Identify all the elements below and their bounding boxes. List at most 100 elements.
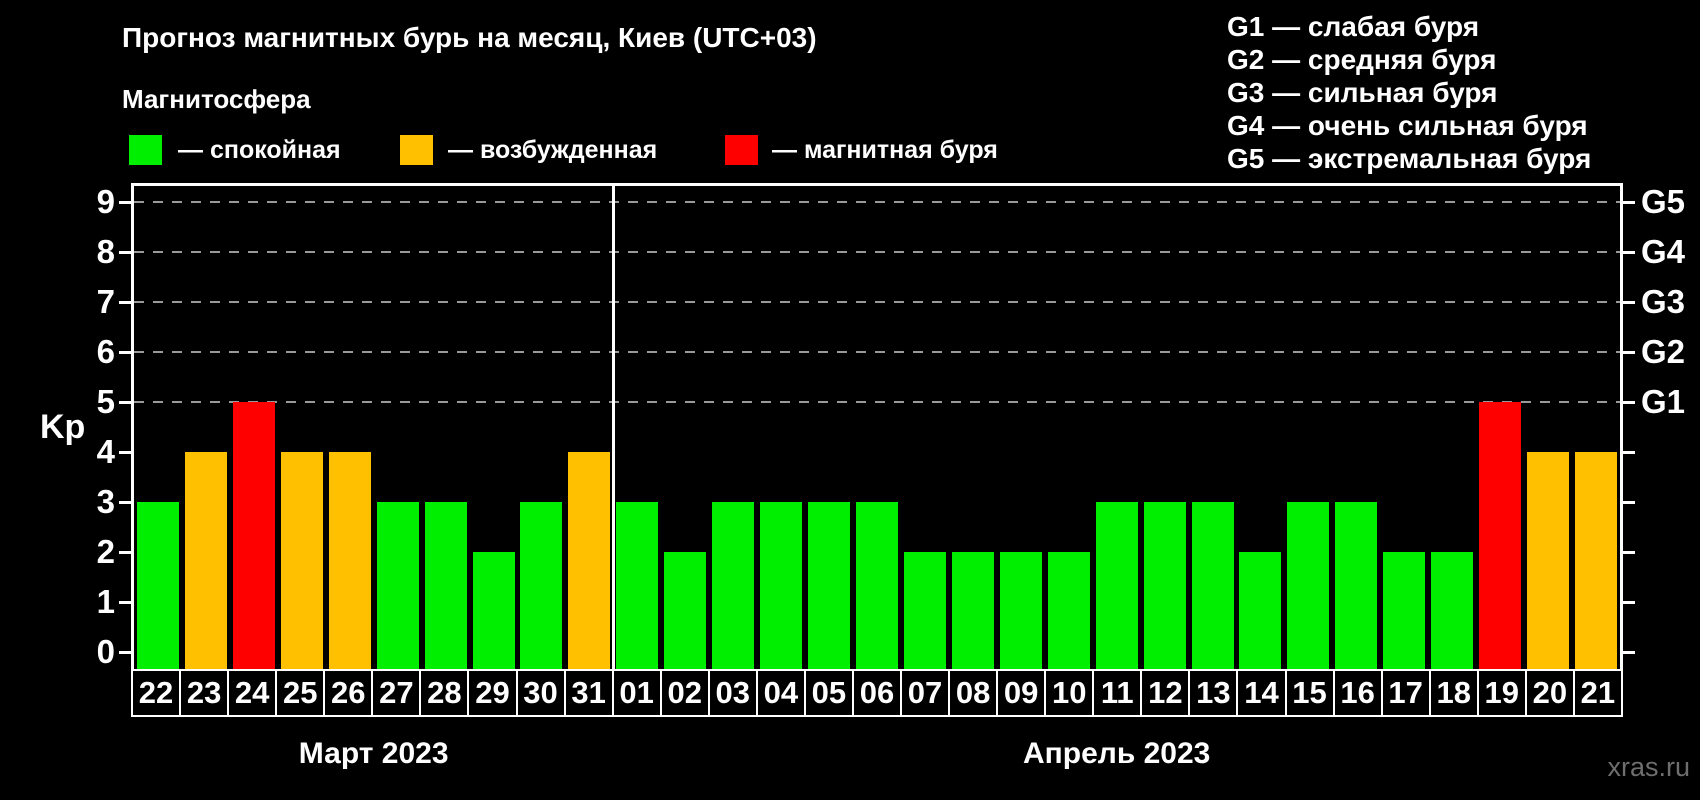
y-tick-right-4: [1623, 451, 1635, 454]
day-label-01: 01: [611, 669, 662, 717]
month-label-2: Апрель 2023: [1022, 737, 1211, 770]
y-tick-label-3: 3: [96, 483, 115, 520]
y-tick-label-1: 1: [96, 583, 115, 620]
bar-day-09: [999, 552, 1042, 669]
bar-day-17: [1383, 552, 1426, 669]
bar-day-21: [1575, 452, 1618, 669]
y-tick-left-4: [119, 451, 131, 454]
g-scale-legend: G1 — слабая буря G2 — средняя буря G3 — си…: [1227, 10, 1591, 175]
bar-day-22: [136, 502, 179, 669]
day-label-16: 16: [1332, 669, 1383, 717]
bar-day-08: [951, 552, 994, 669]
y-tick-right-5: [1623, 401, 1635, 404]
bar-day-04: [760, 502, 803, 669]
day-label-31: 31: [563, 669, 614, 717]
gridline-kp-9: [134, 201, 1620, 203]
bar-day-24: [232, 402, 275, 669]
bar-day-31: [568, 452, 611, 669]
bar-day-25: [280, 452, 323, 669]
y-axis-title: Kp: [40, 408, 86, 446]
bar-day-29: [472, 552, 515, 669]
bar-day-26: [328, 452, 371, 669]
g-axis-label-G3: G3: [1641, 283, 1686, 320]
day-label-20: 20: [1524, 669, 1575, 717]
bar-day-06: [856, 502, 898, 669]
day-label-26: 26: [323, 669, 374, 717]
day-label-18: 18: [1428, 669, 1479, 717]
day-label-04: 04: [755, 669, 806, 717]
bar-day-02: [664, 552, 707, 669]
y-tick-right-8: [1623, 251, 1635, 254]
bar-day-03: [712, 502, 755, 669]
y-tick-left-0: [119, 651, 131, 654]
bar-day-11: [1095, 502, 1138, 669]
bar-day-12: [1143, 502, 1186, 669]
y-tick-right-1: [1623, 601, 1635, 604]
axis-left: [131, 183, 134, 669]
day-label-17: 17: [1380, 669, 1431, 717]
bar-day-15: [1287, 502, 1330, 669]
y-tick-right-6: [1623, 351, 1635, 354]
y-tick-left-9: [119, 201, 131, 204]
y-tick-right-9: [1623, 201, 1635, 204]
day-label-06: 06: [851, 669, 902, 717]
legend-swatch-excited: [400, 135, 433, 165]
g-legend-line-5: G5 — экстремальная буря: [1227, 143, 1592, 174]
axis-top: [131, 183, 1623, 186]
g-axis-label-G5: G5: [1641, 183, 1686, 220]
legend-label-excited: — возбужденная: [448, 136, 658, 164]
day-label-09: 09: [996, 669, 1047, 717]
g-legend-line-2: G2 — средняя буря: [1227, 44, 1497, 75]
g-legend-line-4: G4 — очень сильная буря: [1227, 110, 1588, 141]
day-label-03: 03: [707, 669, 758, 717]
y-tick-right-2: [1623, 551, 1635, 554]
g-legend-line-3: G3 — сильная буря: [1227, 77, 1498, 108]
bar-day-28: [424, 502, 467, 669]
day-label-05: 05: [803, 669, 854, 717]
magnetosphere-subtitle: Магнитосфера: [122, 84, 311, 114]
day-label-14: 14: [1236, 669, 1287, 717]
bar-day-23: [184, 452, 227, 669]
y-tick-label-2: 2: [96, 533, 115, 570]
bar-day-19: [1479, 402, 1522, 669]
day-label-11: 11: [1092, 669, 1143, 717]
g-axis-label-G1: G1: [1641, 383, 1686, 420]
day-label-10: 10: [1044, 669, 1095, 717]
day-label-29: 29: [467, 669, 518, 717]
day-label-15: 15: [1284, 669, 1335, 717]
y-tick-label-6: 6: [96, 333, 115, 370]
day-label-12: 12: [1140, 669, 1191, 717]
day-label-21: 21: [1572, 669, 1623, 717]
day-label-19: 19: [1476, 669, 1527, 717]
y-tick-right-3: [1623, 501, 1635, 504]
page-title: Прогноз магнитных бурь на месяц, Киев (U…: [122, 22, 817, 53]
bar-day-16: [1335, 502, 1378, 669]
bar-day-13: [1191, 502, 1234, 669]
day-label-08: 08: [948, 669, 999, 717]
bar-day-10: [1047, 552, 1090, 669]
bar-day-14: [1239, 552, 1282, 669]
y-tick-left-3: [119, 501, 131, 504]
day-label-13: 13: [1188, 669, 1239, 717]
y-tick-label-8: 8: [96, 233, 115, 270]
legend-label-quiet: — спокойная: [178, 136, 341, 164]
bar-day-07: [903, 552, 946, 669]
month-divider: [611, 183, 615, 669]
bar-day-27: [376, 502, 419, 669]
day-label-07: 07: [900, 669, 951, 717]
gridline-kp-5: [134, 401, 1620, 403]
gridline-kp-6: [134, 351, 1620, 353]
day-label-25: 25: [275, 669, 326, 717]
bar-day-01: [616, 502, 659, 669]
y-tick-left-1: [119, 601, 131, 604]
day-label-23: 23: [179, 669, 230, 717]
day-label-02: 02: [659, 669, 710, 717]
y-tick-right-0: [1623, 651, 1635, 654]
day-label-28: 28: [419, 669, 470, 717]
gridline-kp-8: [134, 251, 1620, 253]
day-axis-row: 22 23 24 25 26 27 28 29 30 31 01 02 03 04 05 06 07 08 09 10…: [131, 669, 1623, 717]
y-tick-left-6: [119, 351, 131, 354]
y-tick-left-5: [119, 401, 131, 404]
